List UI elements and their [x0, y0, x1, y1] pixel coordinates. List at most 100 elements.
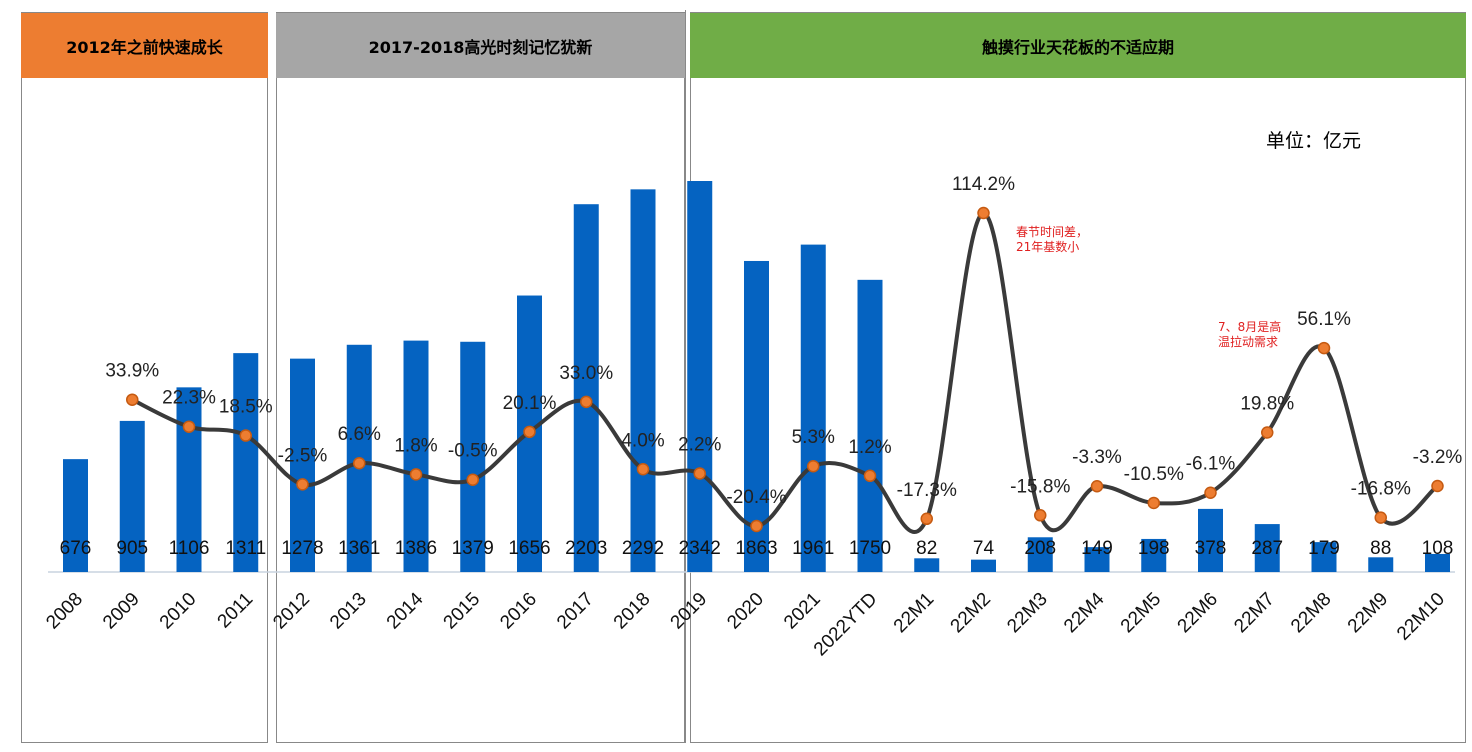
bar-value-label: 1656 — [508, 538, 550, 559]
bar — [630, 189, 656, 572]
growth-label: 1.8% — [394, 435, 437, 456]
growth-label: -17.3% — [897, 480, 957, 501]
bar-value-label: 179 — [1308, 538, 1340, 559]
growth-label: 5.3% — [792, 427, 835, 448]
growth-point — [1431, 479, 1444, 493]
growth-label: -20.4% — [726, 487, 786, 508]
panel-frame-2 — [276, 12, 685, 743]
growth-label: -0.5% — [448, 441, 498, 462]
growth-point — [1374, 511, 1387, 524]
growth-point — [1147, 496, 1160, 510]
bar-value-label: 2203 — [565, 538, 607, 559]
growth-point — [466, 473, 479, 486]
growth-line — [131, 210, 1439, 534]
x-tick-label: 22M5 — [1117, 589, 1165, 637]
growth-label: 19.8% — [1240, 394, 1294, 415]
x-tick-label: 22M7 — [1230, 589, 1278, 637]
x-tick-label: 22M4 — [1060, 588, 1109, 637]
x-tick-label: 2008 — [42, 589, 87, 634]
bar — [233, 353, 259, 572]
x-tick-label: 22M10 — [1393, 589, 1449, 645]
bar — [176, 387, 202, 572]
growth-point — [1317, 341, 1331, 355]
bar-value-label: 905 — [116, 538, 148, 559]
growth-point — [636, 463, 650, 476]
bar-value-label: 88 — [1370, 538, 1391, 559]
growth-point — [920, 512, 933, 526]
bar-value-label: 287 — [1251, 538, 1283, 559]
annotation-summer: 7、8月是高 温拉动需求 — [1218, 320, 1281, 350]
growth-label: 33.9% — [105, 361, 159, 382]
bar — [1311, 542, 1337, 572]
bar-value-label: 2342 — [679, 538, 721, 559]
bar — [573, 204, 599, 572]
growth-label: 6.6% — [338, 424, 381, 445]
bar — [403, 340, 429, 572]
growth-point — [296, 478, 309, 491]
x-tick-label: 2016 — [496, 589, 541, 634]
x-tick-label: 2021 — [780, 589, 825, 634]
bar — [290, 358, 315, 572]
x-tick-label: 22M8 — [1287, 589, 1335, 637]
growth-point — [807, 459, 820, 473]
x-tick-label: 2011 — [214, 589, 258, 633]
panel-frame-1 — [21, 12, 268, 743]
bar — [1084, 547, 1110, 572]
growth-point — [523, 425, 536, 439]
unit-label: 单位：亿元 — [1266, 130, 1362, 152]
x-tick-label: 2015 — [440, 589, 485, 634]
x-tick-label: 2017 — [553, 589, 598, 634]
x-tick-label: 2014 — [383, 588, 428, 633]
x-tick-label: 22M1 — [890, 589, 938, 637]
bar — [1198, 508, 1223, 572]
bar — [687, 181, 713, 572]
x-tick-label: 2020 — [723, 589, 768, 634]
bar-value-label: 378 — [1195, 538, 1227, 559]
growth-point — [1204, 486, 1217, 499]
growth-point — [1090, 479, 1104, 493]
growth-label: 4.0% — [621, 430, 664, 451]
bar-value-label: 1379 — [452, 538, 494, 559]
growth-label: -16.8% — [1351, 479, 1411, 500]
x-tick-label: 2012 — [269, 589, 314, 634]
x-tick-label: 22M6 — [1174, 589, 1222, 637]
growth-point — [126, 393, 139, 406]
growth-label: 1.2% — [848, 437, 891, 458]
bar — [971, 559, 996, 572]
growth-label: -3.2% — [1413, 447, 1463, 468]
growth-label: 56.1% — [1297, 309, 1351, 330]
bar — [914, 558, 940, 572]
bar — [1027, 537, 1053, 572]
annotation-line: 7、8月是高 — [1218, 320, 1282, 334]
bar-value-label: 1106 — [169, 538, 210, 559]
bar-value-label: 208 — [1024, 538, 1056, 559]
bar — [63, 459, 88, 572]
growth-label: -6.1% — [1186, 454, 1236, 475]
bar-value-label: 1863 — [735, 538, 777, 559]
growth-label: -2.5% — [278, 445, 328, 466]
growth-label: 33.0% — [559, 363, 613, 384]
bar-value-label: 82 — [916, 538, 937, 559]
x-tick-label: 2019 — [667, 589, 712, 634]
x-tick-label: 2009 — [99, 589, 144, 634]
growth-point — [353, 456, 366, 470]
bar-value-label: 108 — [1422, 538, 1454, 559]
growth-label: 2.2% — [678, 434, 721, 455]
bar — [800, 244, 826, 572]
annotation-spring-festival: 春节时间差， 21年基数小 — [1016, 225, 1088, 255]
bar — [857, 279, 883, 572]
x-tick-label: 22M9 — [1344, 589, 1392, 637]
x-tick-label: 22M2 — [947, 589, 995, 637]
panel-header-ceiling: 触摸行业天花板的不适应期 — [690, 13, 1466, 78]
growth-label: -15.8% — [1010, 476, 1070, 497]
panel-header-highlight: 2017-2018高光时刻记忆犹新 — [276, 13, 685, 78]
bar-value-label: 1311 — [225, 538, 266, 559]
annotation-line: 春节时间差， — [1016, 225, 1089, 239]
bar-value-label: 1278 — [281, 538, 323, 559]
growth-label: 18.5% — [219, 397, 273, 418]
bar — [1425, 553, 1450, 572]
growth-point — [1261, 426, 1274, 439]
panel-frame-3-inner — [685, 10, 691, 743]
panel-header-early-growth: 2012年之前快速成长 — [21, 13, 268, 78]
